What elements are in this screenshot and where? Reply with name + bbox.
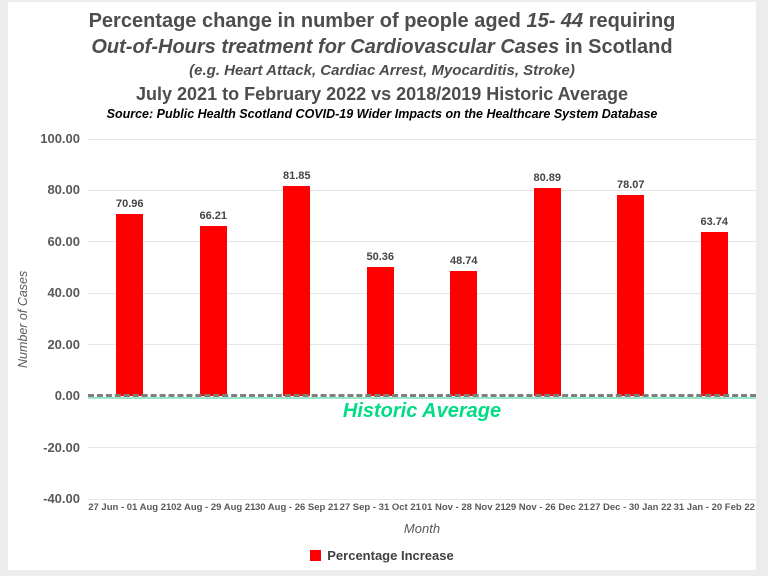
chart-canvas: Percentage change in number of people ag…	[8, 2, 756, 570]
y-tick-label: 80.00	[47, 182, 80, 198]
chart-subtitle-examples: (e.g. Heart Attack, Cardiac Arrest, Myoc…	[189, 62, 575, 79]
bar-value-label: 66.21	[199, 209, 228, 222]
bar	[617, 195, 645, 397]
bar-value-label: 81.85	[282, 169, 311, 182]
y-tick-label: 100.00	[40, 131, 80, 146]
gridline	[88, 447, 756, 449]
y-tick-label: 40.00	[47, 285, 80, 301]
historic-average-line	[88, 397, 756, 400]
chart-source-note: Source: Public Health Scotland COVID-19 …	[106, 107, 658, 121]
historic-average-dashed-line	[88, 394, 756, 398]
bar-value-label: 70.96	[115, 197, 144, 210]
bar	[283, 185, 311, 397]
y-tick-label: -20.00	[43, 439, 80, 455]
bar	[199, 225, 227, 397]
gridline	[88, 292, 756, 294]
bar-value-label: 80.89	[533, 172, 562, 185]
chart-title-block: Percentage change in number of people ag…	[8, 8, 756, 123]
x-tick-label: 27 Dec - 30 Jan 22	[589, 502, 672, 513]
x-tick-label: 01 Nov - 28 Nov 21	[421, 502, 506, 513]
plot-area: 70.96 66.21 81.85 50.36 48.74 80.89 78.07 63.74…	[88, 138, 756, 500]
y-tick-label: -40.00	[43, 491, 80, 506]
x-tick-label: 30 Aug - 26 Sep 21	[254, 502, 339, 513]
title-line1-suffix: requiring	[583, 10, 676, 32]
gridline	[88, 189, 756, 191]
bar	[533, 188, 561, 397]
bar	[700, 232, 728, 397]
legend-swatch-icon	[310, 550, 322, 561]
bar-value-label: 48.74	[449, 254, 478, 267]
gridline	[88, 138, 756, 140]
x-tick-label: 27 Sep - 31 Oct 21	[339, 502, 421, 513]
historic-average-label: Historic Average	[342, 400, 502, 423]
bar	[366, 266, 394, 397]
y-tick-label: 0.00	[54, 388, 80, 404]
x-axis-title: Month	[403, 521, 441, 536]
y-tick-label: 60.00	[47, 233, 80, 249]
bar	[450, 270, 478, 397]
x-tick-label: 02 Aug - 29 Aug 21	[171, 502, 256, 513]
x-tick-label: 27 Jun - 01 Aug 21	[88, 502, 172, 513]
bar	[116, 213, 144, 397]
bar-value-label: 50.36	[366, 250, 395, 263]
title-line2-treatment: Out-of-Hours treatment for Cardiovascula…	[91, 36, 560, 58]
title-line1-text: Percentage change in number of people ag…	[88, 10, 527, 32]
title-line2-suffix: in Scotland	[559, 36, 673, 58]
bar-value-label: 63.74	[700, 216, 729, 229]
y-axis-tick-labels: 100.00 80.00 60.00 40.00 20.00 0.00 -20.00 -40.…	[8, 131, 80, 506]
chart-title-line1: Percentage change in number of people ag…	[8, 8, 756, 34]
gridline	[88, 498, 756, 500]
legend: Percentage Increase	[8, 548, 756, 563]
gridline	[88, 344, 756, 346]
chart-title-line2: Out-of-Hours treatment for Cardiovascula…	[8, 34, 756, 60]
bar-value-label: 78.07	[616, 179, 645, 192]
x-axis-tick-labels: 27 Jun - 01 Aug 21 02 Aug - 29 Aug 21 30 A…	[88, 502, 756, 516]
chart-subtitle-period: July 2021 to February 2022 vs 2018/2019 …	[136, 84, 628, 104]
x-tick-label: 31 Jan - 20 Feb 22	[673, 502, 755, 513]
y-tick-label: 20.00	[47, 336, 80, 352]
gridline	[88, 241, 756, 243]
x-tick-label: 29 Nov - 26 Dec 21	[505, 502, 589, 513]
title-line1-age-range: 15- 44	[526, 10, 584, 32]
legend-series-label: Percentage Increase	[327, 548, 454, 563]
